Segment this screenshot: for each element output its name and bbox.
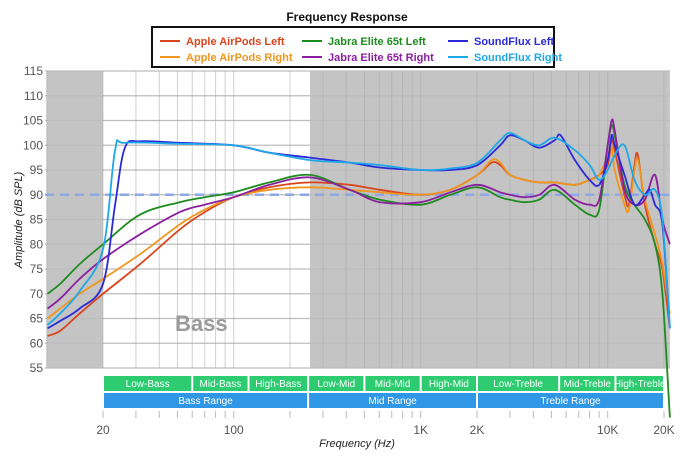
band-high-bass: High-Bass — [249, 376, 308, 391]
series-line-soundflux-right — [46, 132, 671, 329]
legend-item-jabra-elite-65t-left: Jabra Elite 65t Left — [302, 36, 426, 48]
band-treble-range: Treble Range — [478, 393, 663, 408]
y-axis-label: Amplitude (dB SPL) — [13, 171, 25, 269]
band-mid-range: Mid Range — [309, 393, 476, 408]
band-label: High-Treble — [614, 379, 666, 390]
band-label: Low-Treble — [493, 379, 543, 390]
band-box — [478, 376, 559, 391]
band-box — [478, 393, 663, 408]
band-box — [249, 376, 308, 391]
series-line-jabra-elite-65t-right — [46, 118, 671, 310]
band-high-treble: High-Treble — [614, 376, 666, 391]
chart-title: Frequency Response — [286, 10, 408, 24]
series-line-jabra-elite-65t-left — [46, 124, 671, 418]
band-low-mid: Low-Mid — [309, 376, 364, 391]
legend-label: Jabra Elite 65t Left — [328, 36, 426, 48]
band-label: Low-Bass — [126, 379, 170, 390]
x-tick-label: 100 — [224, 423, 244, 437]
band-box — [104, 376, 192, 391]
x-tick-label: 2K — [470, 423, 485, 437]
band-box — [616, 376, 663, 391]
series-line-soundflux-left — [47, 133, 671, 330]
legend-box — [151, 26, 555, 68]
band-mid-mid: Mid-Mid — [365, 376, 420, 391]
band-label: Mid Range — [368, 396, 417, 407]
band-label: High-Bass — [255, 379, 301, 390]
band-label: Treble Range — [540, 396, 601, 407]
x-tick-label: 1K — [413, 423, 428, 437]
y-tick-label: 85 — [30, 213, 44, 227]
legend-label: Apple AirPods Right — [186, 52, 293, 64]
legend-label: Jabra Elite 65t Right — [328, 52, 434, 64]
y-tick-label: 65 — [30, 312, 44, 326]
band-label: Bass Range — [178, 396, 233, 407]
legend-item-apple-airpods-left: Apple AirPods Left — [160, 36, 285, 48]
x-axis-label: Frequency (Hz) — [319, 438, 395, 450]
legend-item-soundflux-right: SoundFlux Right — [448, 52, 562, 64]
y-tick-label: 60 — [30, 336, 44, 350]
legend-item-soundflux-left: SoundFlux Left — [448, 36, 554, 48]
y-tick-label: 100 — [23, 138, 43, 152]
band-box — [309, 393, 476, 408]
band-box — [104, 393, 308, 408]
band-bass-range: Bass Range — [104, 393, 308, 408]
band-label: Mid-Mid — [375, 379, 411, 390]
band-high-mid: High-Mid — [421, 376, 476, 391]
band-label: High-Mid — [429, 379, 469, 390]
legend-item-jabra-elite-65t-right: Jabra Elite 65t Right — [302, 52, 434, 64]
legend: Apple AirPods Left Jabra Elite 65t Left So… — [151, 26, 562, 68]
legend-label: Apple AirPods Left — [186, 36, 285, 48]
band-mid-bass: Mid-Bass — [193, 376, 248, 391]
band-mid-treble: Mid-Treble — [560, 376, 615, 391]
y-tick-label: 80 — [30, 237, 44, 251]
y-tick-label: 75 — [30, 262, 44, 276]
band-box — [365, 376, 420, 391]
legend-item-apple-airpods-right: Apple AirPods Right — [160, 52, 293, 64]
band-box — [309, 376, 364, 391]
y-tick-label: 70 — [30, 287, 44, 301]
x-tick-label: 10K — [597, 423, 618, 437]
band-box — [193, 376, 248, 391]
x-tick-label: 20 — [96, 423, 110, 437]
legend-label: SoundFlux Left — [474, 36, 554, 48]
band-low-bass: Low-Bass — [104, 376, 192, 391]
y-tick-label: 115 — [24, 64, 43, 78]
x-tick-label: 20K — [653, 423, 674, 437]
region-label-bass: Bass — [175, 311, 228, 336]
y-tick-label: 95 — [30, 163, 44, 177]
y-tick-label: 105 — [23, 114, 43, 128]
band-low-treble: Low-Treble — [478, 376, 559, 391]
y-tick-label: 55 — [30, 361, 44, 375]
y-tick-label: 90 — [30, 188, 44, 202]
band-box — [560, 376, 615, 391]
legend-label: SoundFlux Right — [474, 52, 562, 64]
band-label: Mid-Treble — [564, 379, 612, 390]
band-label: Low-Mid — [317, 379, 355, 390]
band-label: Mid-Bass — [200, 379, 242, 390]
y-tick-label: 110 — [24, 89, 43, 103]
band-box — [421, 376, 476, 391]
